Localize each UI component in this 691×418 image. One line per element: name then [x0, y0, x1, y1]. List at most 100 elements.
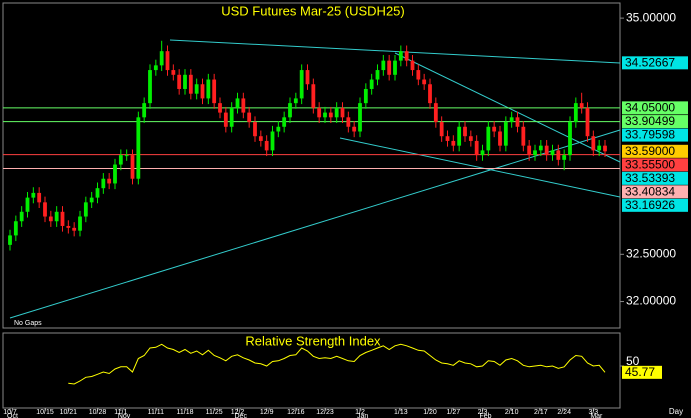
candle-body	[276, 126, 281, 132]
level-label-box	[622, 198, 688, 212]
candle-body	[218, 103, 222, 113]
candle-body	[387, 60, 392, 75]
chart-title: USD Futures Mar-25 (USDH25)	[221, 3, 405, 18]
month-label: Dec	[235, 413, 248, 418]
candle-body	[37, 192, 42, 203]
level-label-box	[622, 115, 688, 129]
rsi-panel-frame	[2, 332, 621, 409]
x-tick-label: 10/7	[3, 409, 17, 416]
x-tick-label: 11/25	[206, 409, 223, 416]
candle-body	[83, 202, 88, 217]
candle-body	[463, 126, 467, 137]
candle-body	[422, 79, 427, 85]
candle-body	[538, 145, 543, 151]
level-label: 33.59000	[625, 144, 675, 158]
candle-body	[416, 70, 421, 80]
level-label: 33.55500	[625, 158, 675, 172]
candle-body	[8, 235, 12, 245]
candle-body	[527, 145, 532, 156]
candle-body	[153, 65, 158, 71]
candle-body	[130, 155, 135, 179]
candle-body	[573, 103, 578, 123]
candle-body	[282, 117, 287, 127]
candle-body	[264, 140, 269, 151]
candle-body	[247, 112, 252, 123]
level-label-box	[622, 158, 688, 172]
candle-body	[299, 70, 304, 99]
candle-body	[521, 126, 526, 146]
x-tick-label: 1/13	[394, 409, 408, 416]
x-tick-label: 12/23	[316, 409, 334, 416]
candle-body	[148, 70, 152, 104]
candle-body	[293, 98, 298, 104]
candle-body	[363, 88, 368, 104]
level-label-box	[622, 56, 688, 70]
candle-body	[591, 136, 596, 151]
candle-body	[188, 74, 193, 94]
candle-body	[375, 70, 380, 80]
candle-body	[381, 60, 386, 71]
x-tick-label: 10/15	[36, 409, 54, 416]
x-tick-label: 2/3	[478, 409, 488, 416]
candle-body	[95, 188, 100, 198]
candle-body	[31, 192, 36, 198]
candle-body	[474, 140, 479, 156]
candle-body	[556, 150, 561, 160]
level-label: 33.53393	[625, 171, 675, 185]
candle-body	[340, 107, 345, 118]
candle-body	[358, 103, 362, 132]
level-label: 33.16926	[625, 198, 675, 212]
candle-body	[60, 211, 65, 226]
candle-body	[404, 51, 409, 61]
candle-body	[311, 84, 316, 108]
level-label-box	[622, 128, 688, 142]
candle-body	[544, 145, 549, 156]
x-tick-label: 12/16	[287, 409, 305, 416]
level-label: 33.90499	[625, 114, 675, 128]
candle-body	[78, 216, 82, 231]
candle-body	[206, 79, 211, 99]
x-tick-label: 10/28	[89, 409, 107, 416]
x-tick-label: 1/2	[355, 409, 365, 416]
candle-body	[241, 98, 246, 113]
level-label-box	[622, 185, 688, 199]
x-tick-label: 12/2	[231, 409, 245, 416]
candle-body	[597, 145, 602, 151]
month-label: Oct	[7, 413, 18, 418]
candle-body	[171, 70, 176, 75]
x-tick-label: 1/27	[447, 409, 461, 416]
candle-body	[398, 51, 403, 61]
candle-body	[568, 122, 572, 156]
candle-body	[323, 112, 327, 118]
candle-body	[223, 112, 228, 127]
candle-body	[445, 136, 450, 141]
candle-body	[515, 117, 520, 127]
trend-line	[169, 39, 621, 64]
rsi-line	[68, 343, 606, 385]
candle-body	[492, 126, 497, 132]
rsi-last-label: 45.77	[625, 365, 655, 379]
level-label: 34.05000	[625, 101, 675, 115]
candle-body	[533, 150, 537, 156]
candle-body	[480, 150, 485, 156]
level-label-box	[622, 101, 688, 115]
candle-body	[258, 136, 263, 141]
candle-body	[562, 155, 567, 160]
level-label: 33.79598	[625, 128, 675, 142]
candle-body	[235, 98, 240, 108]
candle-body	[113, 164, 117, 184]
candle-body	[428, 84, 432, 104]
candle-body	[486, 126, 491, 151]
price-panel-frame	[2, 2, 621, 329]
candle-body	[229, 107, 234, 127]
trend-line	[9, 129, 621, 319]
candle-body	[334, 107, 339, 118]
candle-body	[585, 107, 590, 137]
candle-body	[101, 178, 106, 189]
month-label: Feb	[480, 413, 492, 418]
candle-body	[159, 51, 164, 66]
candle-body	[136, 117, 141, 179]
candle-body	[288, 103, 292, 118]
candle-body	[503, 122, 508, 146]
x-tick-label: 12/9	[260, 409, 274, 416]
